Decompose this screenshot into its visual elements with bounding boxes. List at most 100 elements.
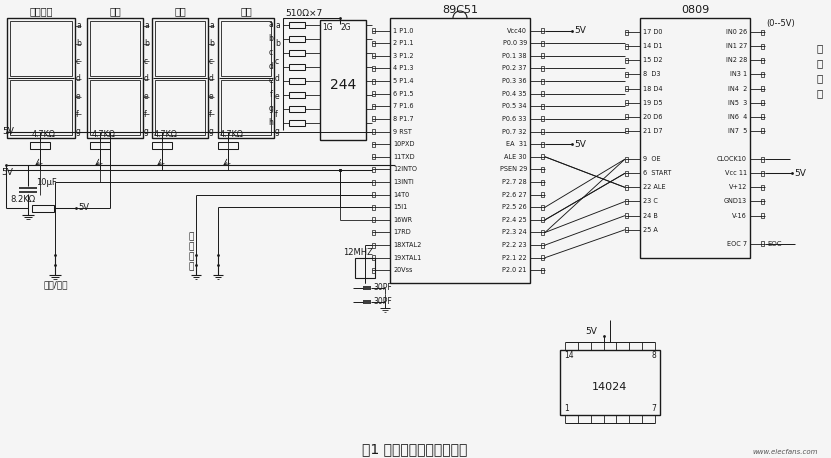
Text: 13INTI: 13INTI <box>393 179 414 185</box>
Text: P2.7 28: P2.7 28 <box>503 179 527 185</box>
Bar <box>761 185 764 190</box>
Bar <box>87 18 143 138</box>
Text: V-16: V-16 <box>732 213 747 218</box>
Bar <box>541 66 544 71</box>
Text: 4.7KΩ: 4.7KΩ <box>220 131 244 140</box>
Text: 5V: 5V <box>586 327 597 337</box>
Bar <box>390 18 530 283</box>
Bar <box>372 104 375 109</box>
Bar <box>625 30 628 35</box>
Bar <box>155 80 205 135</box>
Text: 图1 数字电压表电路原理图: 图1 数字电压表电路原理图 <box>362 442 468 456</box>
Bar <box>761 72 764 77</box>
Text: c: c <box>144 57 148 66</box>
Text: 510Ω×7: 510Ω×7 <box>285 10 322 18</box>
Text: d: d <box>144 75 149 83</box>
Bar <box>152 18 208 138</box>
Text: a: a <box>209 22 214 31</box>
Bar <box>541 53 544 58</box>
Text: P0.3 36: P0.3 36 <box>503 78 527 84</box>
Text: 8  D3: 8 D3 <box>643 71 661 77</box>
Bar <box>289 78 305 84</box>
Text: 5V: 5V <box>794 169 806 178</box>
Text: IN3 1: IN3 1 <box>730 71 747 77</box>
Text: 单路/循环: 单路/循环 <box>43 280 67 289</box>
Bar <box>372 154 375 159</box>
Bar <box>10 21 72 76</box>
Text: 25 A: 25 A <box>643 227 658 233</box>
Bar <box>372 218 375 223</box>
Bar <box>541 205 544 210</box>
Bar <box>372 28 375 33</box>
Bar <box>541 192 544 197</box>
Text: 9  OE: 9 OE <box>643 156 661 162</box>
Bar <box>761 241 764 246</box>
Bar <box>625 100 628 105</box>
Text: 输: 输 <box>817 73 823 83</box>
Bar <box>625 199 628 204</box>
Bar <box>541 268 544 273</box>
Bar <box>289 50 305 56</box>
Text: 十位: 十位 <box>175 6 186 16</box>
Bar <box>372 180 375 185</box>
Bar <box>372 243 375 248</box>
Text: 30PF: 30PF <box>373 284 391 293</box>
Text: P2.6 27: P2.6 27 <box>503 191 527 198</box>
Bar <box>625 44 628 49</box>
Text: 8: 8 <box>652 351 656 360</box>
Text: f: f <box>275 110 278 119</box>
Text: 1: 1 <box>564 404 568 414</box>
Text: e: e <box>209 92 214 101</box>
Text: e: e <box>268 76 273 86</box>
Bar <box>625 128 628 133</box>
Text: 19XTAL1: 19XTAL1 <box>393 255 421 261</box>
Text: 道: 道 <box>188 242 194 251</box>
Text: P2.4 25: P2.4 25 <box>503 217 527 223</box>
Text: 6 P1.5: 6 P1.5 <box>393 91 414 97</box>
Text: 11TXD: 11TXD <box>393 154 415 160</box>
Bar <box>625 213 628 218</box>
Bar <box>541 167 544 172</box>
Text: d: d <box>76 75 81 83</box>
Text: 通: 通 <box>188 233 194 241</box>
Bar <box>372 205 375 210</box>
Text: 20Vss: 20Vss <box>393 267 412 273</box>
Text: c: c <box>209 57 214 66</box>
Text: 5V: 5V <box>2 127 14 136</box>
Text: P0.4 35: P0.4 35 <box>503 91 527 97</box>
Bar <box>32 205 54 212</box>
Text: 15 D2: 15 D2 <box>643 57 662 63</box>
Bar <box>289 64 305 70</box>
Bar <box>761 199 764 204</box>
Bar <box>761 171 764 176</box>
Text: 1 P1.0: 1 P1.0 <box>393 27 413 33</box>
Text: c: c <box>269 49 273 58</box>
Text: f: f <box>209 110 212 119</box>
Bar <box>625 185 628 190</box>
Text: IN4  2: IN4 2 <box>728 86 747 92</box>
Bar <box>761 58 764 63</box>
Bar <box>289 120 305 126</box>
Text: 10PXD: 10PXD <box>393 141 415 147</box>
Text: 14024: 14024 <box>593 382 627 392</box>
Bar <box>541 218 544 223</box>
Text: 2 P1.1: 2 P1.1 <box>393 40 414 46</box>
Bar <box>218 18 274 138</box>
Bar <box>355 258 375 278</box>
Text: 12INTO: 12INTO <box>393 166 417 172</box>
Text: f: f <box>270 91 273 99</box>
Text: b: b <box>76 39 81 48</box>
Text: e: e <box>76 92 81 101</box>
Bar <box>372 53 375 58</box>
Text: P2.3 24: P2.3 24 <box>503 229 527 235</box>
Bar <box>372 230 375 235</box>
Text: a: a <box>144 22 149 31</box>
Bar <box>761 128 764 133</box>
Text: f: f <box>76 110 79 119</box>
Text: 4 P1.3: 4 P1.3 <box>393 65 414 71</box>
Text: e: e <box>275 92 280 101</box>
Text: P0.7 32: P0.7 32 <box>503 129 527 135</box>
Bar <box>625 157 628 162</box>
Text: 18 D4: 18 D4 <box>643 86 662 92</box>
Bar <box>152 142 172 149</box>
